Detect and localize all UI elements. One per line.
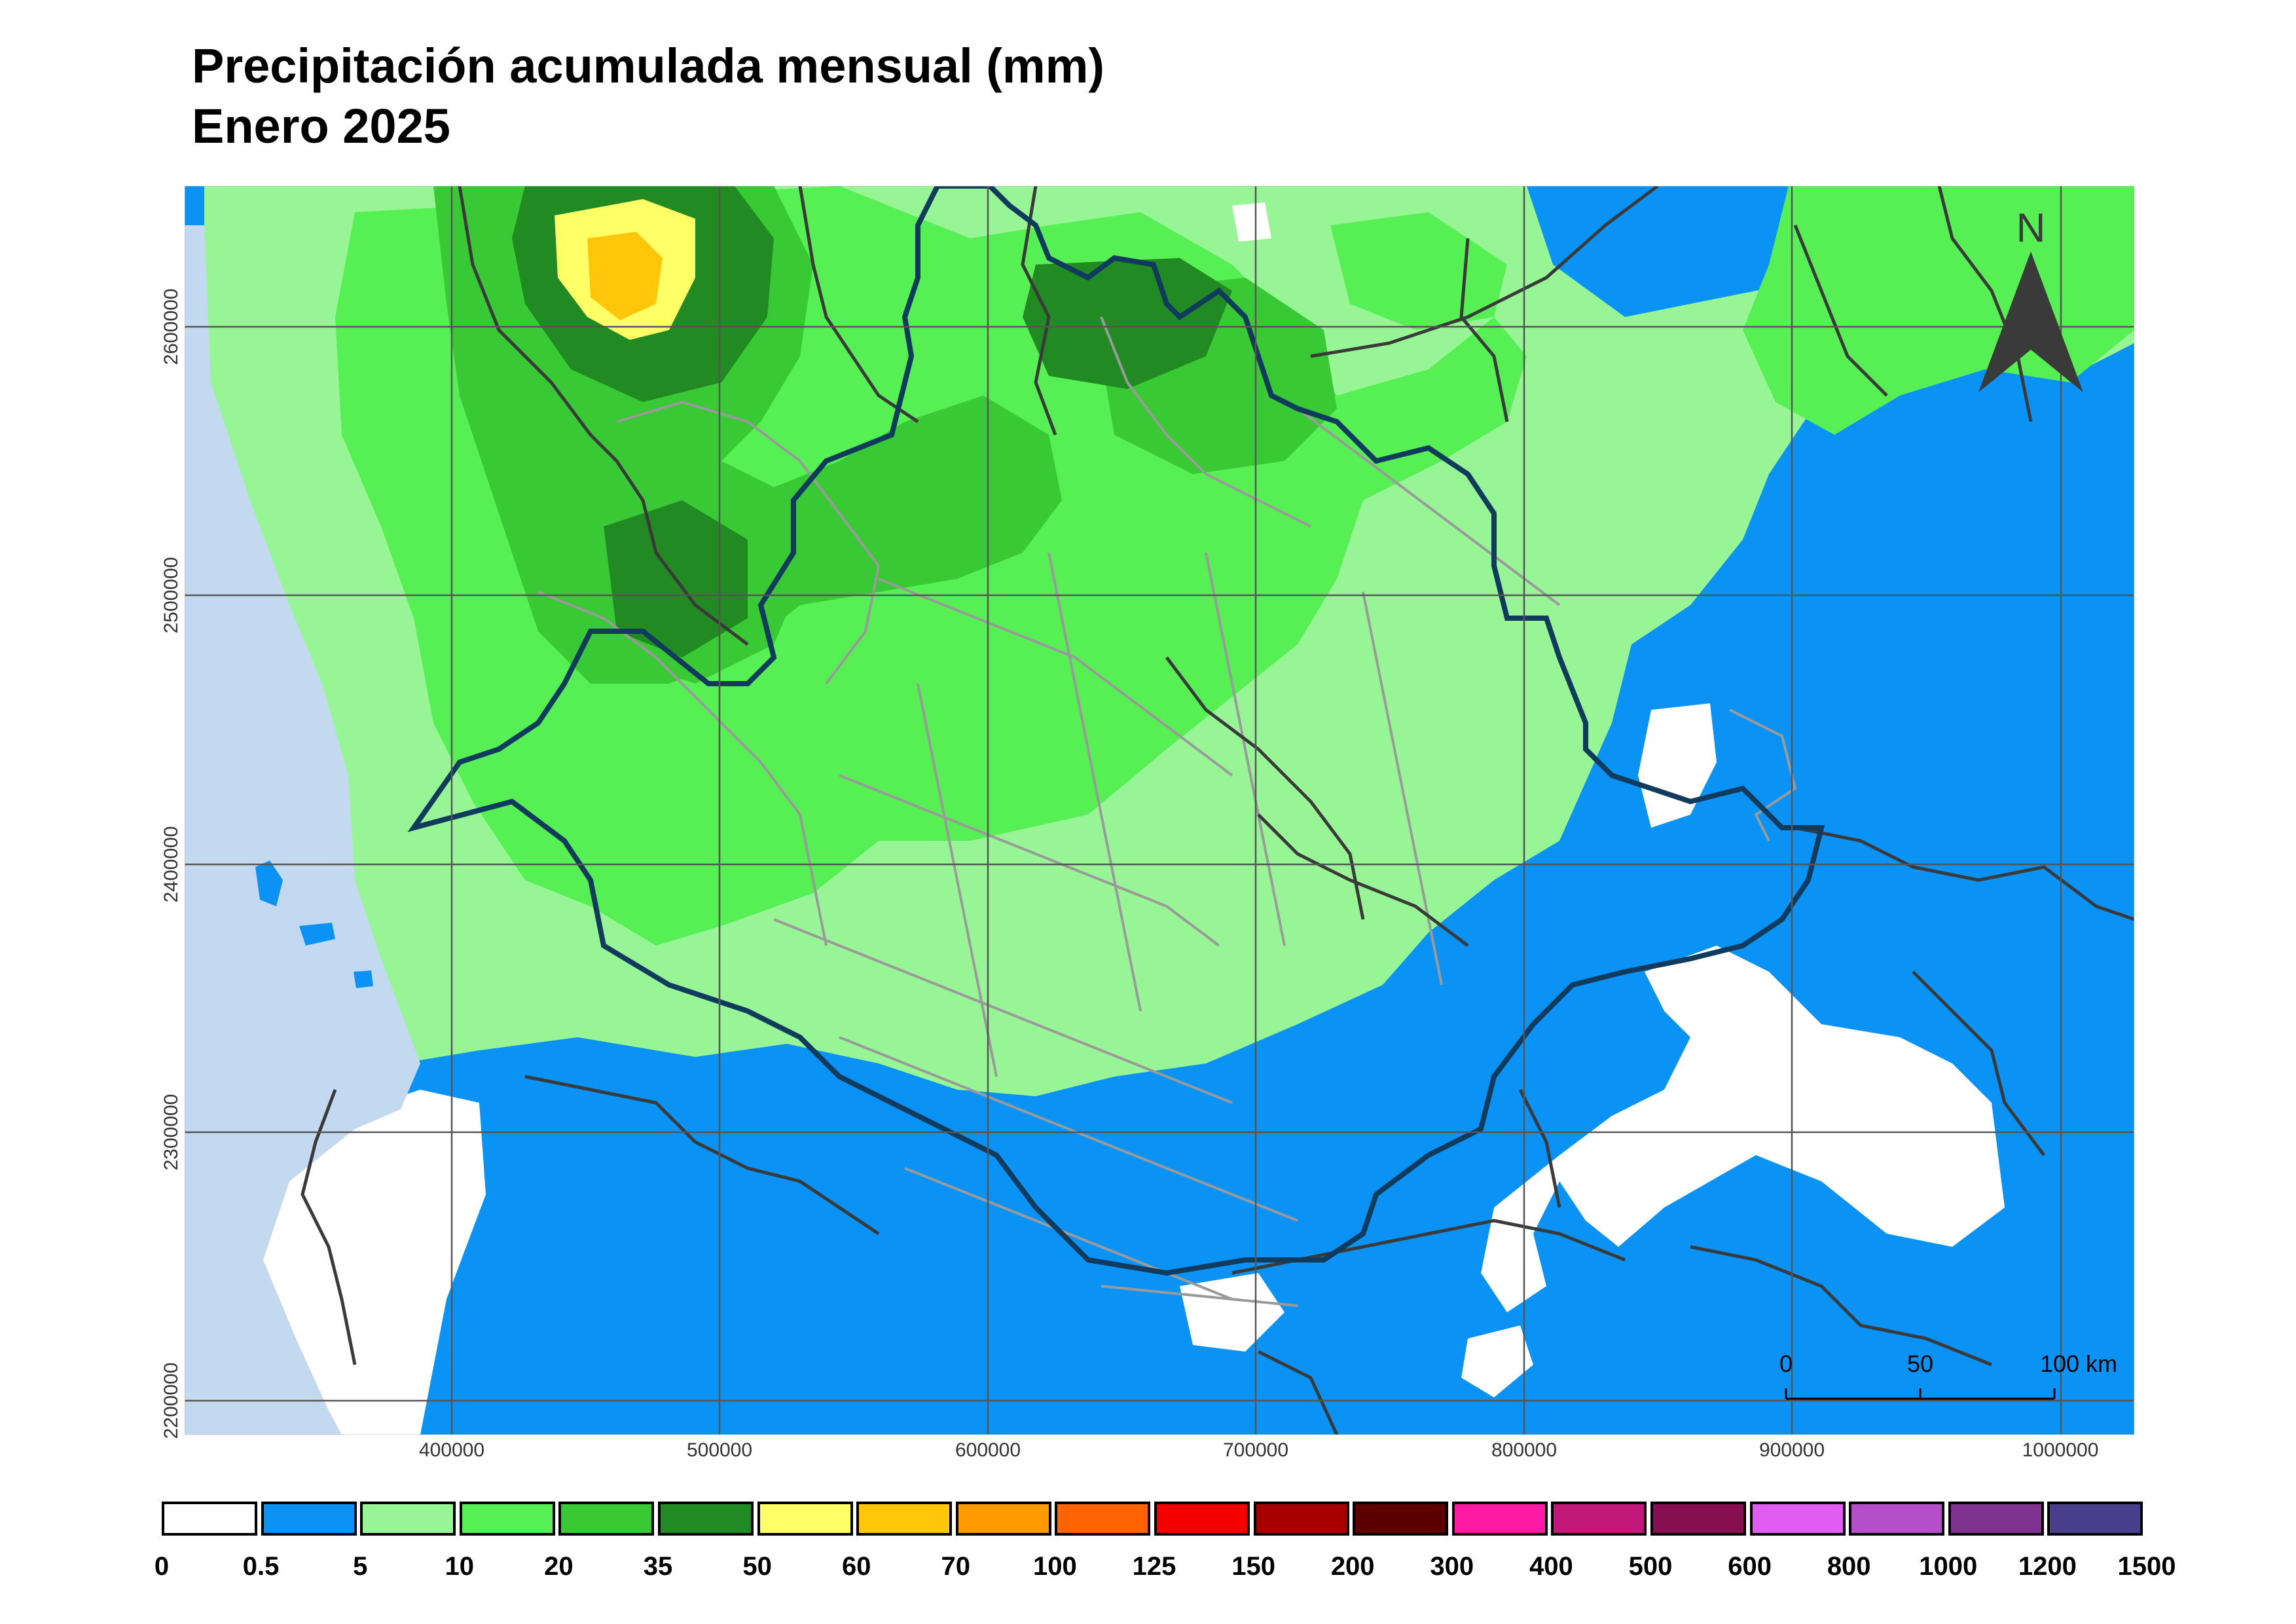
legend-swatch xyxy=(1451,1502,1548,1536)
legend-break-label: 500 xyxy=(1628,1552,1673,1581)
precipitation-map: N xyxy=(185,186,2134,1435)
legend-swatch xyxy=(658,1502,754,1536)
legend-break-label: 5 xyxy=(353,1552,368,1581)
legend-swatch xyxy=(955,1502,1051,1536)
study-area-boundary xyxy=(407,186,1825,1276)
legend-swatch xyxy=(856,1502,953,1536)
legend-swatch xyxy=(459,1502,555,1536)
legend-swatch xyxy=(1551,1502,1647,1536)
map-title: Precipitación acumulada mensual (mm) xyxy=(192,39,1105,93)
legend-break-label: 400 xyxy=(1529,1552,1573,1581)
legend-break-label: 1000 xyxy=(1919,1552,1978,1581)
precip-zone-60-70 xyxy=(587,232,663,320)
north-arrow: N xyxy=(1978,206,2083,392)
legend-break-label: 1200 xyxy=(2018,1552,2077,1581)
dry-zone-n xyxy=(1232,202,1271,242)
y-tick-label: 2300000 xyxy=(160,1094,182,1171)
y-tick-label: 2500000 xyxy=(160,557,182,634)
legend-break-label: 20 xyxy=(544,1552,574,1581)
legend-break-label: 1500 xyxy=(2117,1552,2176,1581)
legend-swatch xyxy=(1154,1502,1250,1536)
legend-break-label: 150 xyxy=(1231,1552,1275,1581)
legend-break-label: 0.5 xyxy=(242,1552,280,1581)
legend-break-label: 100 xyxy=(1033,1552,1077,1581)
municipal-borders xyxy=(538,316,1797,1307)
legend-break-label: 125 xyxy=(1132,1552,1176,1581)
dry-zone-se xyxy=(1461,1325,1533,1397)
state-borders xyxy=(301,186,2134,1435)
legend-swatch xyxy=(1353,1502,1449,1536)
y-tick-label: 2600000 xyxy=(160,288,182,365)
scale-bar xyxy=(1785,1388,2056,1400)
scale-label-50: 50 xyxy=(1906,1350,1934,1377)
scale-label-100: 100 km xyxy=(2039,1350,2118,1377)
legend-break-label: 0 xyxy=(154,1552,170,1581)
coordinate-grid xyxy=(185,186,2134,1435)
x-tick-label: 600000 xyxy=(955,1439,1021,1461)
north-arrow-icon xyxy=(1978,251,2083,392)
y-tick-label: 2200000 xyxy=(160,1362,182,1439)
legend-swatch xyxy=(1948,1502,2044,1536)
legend-swatch xyxy=(558,1502,655,1536)
dry-zone-e xyxy=(1481,946,2005,1312)
island xyxy=(354,970,373,988)
island xyxy=(255,860,283,906)
dry-zone-s xyxy=(1180,1273,1285,1352)
legend-swatch xyxy=(1849,1502,1945,1536)
x-tick-label: 700000 xyxy=(1222,1439,1289,1461)
x-tick-label: 500000 xyxy=(686,1439,753,1461)
legend-swatch xyxy=(1749,1502,1846,1536)
legend-swatch xyxy=(261,1502,357,1536)
legend-break-label: 60 xyxy=(841,1552,871,1581)
precip-zone-35-50-c xyxy=(1023,258,1232,389)
map-subtitle: Enero 2025 xyxy=(192,99,450,153)
legend-swatch xyxy=(1055,1502,1151,1536)
x-tick-label: 400000 xyxy=(418,1439,485,1461)
legend-swatch xyxy=(1650,1502,1746,1536)
legend-swatch xyxy=(757,1502,853,1536)
x-tick-label: 800000 xyxy=(1491,1439,1558,1461)
dry-zone-ne xyxy=(1638,703,1717,828)
legend-break-label: 10 xyxy=(445,1552,475,1581)
legend-break-label: 70 xyxy=(941,1552,971,1581)
legend-break-label: 300 xyxy=(1430,1552,1474,1581)
scale-label-0: 0 xyxy=(1779,1350,1793,1377)
island xyxy=(299,923,335,946)
legend-swatch xyxy=(1253,1502,1349,1536)
north-label: N xyxy=(2016,206,2046,251)
legend-swatch xyxy=(162,1502,257,1536)
x-tick-label: 1000000 xyxy=(2022,1439,2099,1461)
legend-break-label: 800 xyxy=(1827,1552,1871,1581)
legend-swatch xyxy=(360,1502,456,1536)
y-tick-label: 2400000 xyxy=(160,826,182,903)
legend-break-label: 200 xyxy=(1330,1552,1375,1581)
legend-break-label: 600 xyxy=(1728,1552,1772,1581)
x-tick-label: 900000 xyxy=(1758,1439,1825,1461)
legend-swatch xyxy=(2047,1502,2143,1536)
precip-zone-10-20-ne xyxy=(1743,186,2134,435)
legend-break-label: 50 xyxy=(742,1552,772,1581)
legend-break-label: 35 xyxy=(643,1552,673,1581)
